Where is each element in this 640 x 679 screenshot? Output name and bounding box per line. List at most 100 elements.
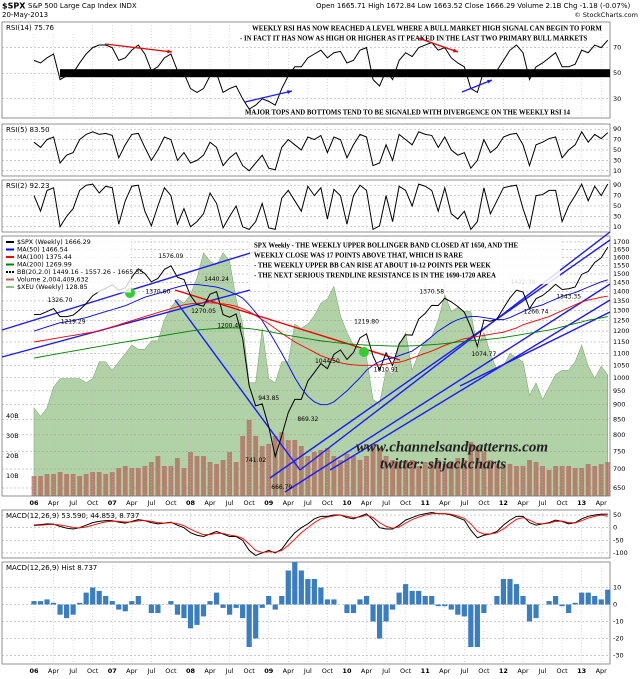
volume-bar [64, 474, 69, 496]
volume-bar [90, 472, 96, 496]
panel-label-bg [3, 23, 79, 33]
watermark: twitter: shjackcharts [380, 456, 506, 472]
volume-bar [416, 466, 422, 496]
x-tick-label: 10 [342, 667, 352, 675]
x-tick-label: Apr [283, 499, 295, 507]
hist-bar [240, 604, 246, 619]
volume-tick-label: 30B [6, 432, 19, 440]
volume-tick-label: 20B [6, 452, 19, 460]
x-tick-label: 10 [342, 499, 352, 507]
price-label: 1200.44 [217, 322, 242, 329]
x-tick-label: Jul [538, 499, 547, 507]
hist-bar [292, 562, 298, 605]
volume-bar [592, 466, 598, 496]
volume-bar [38, 476, 43, 496]
legend-label: MA(100) 1375.44 [17, 254, 72, 261]
signal-dot [359, 347, 369, 357]
x-tick-label: Oct [556, 667, 568, 675]
annotation: SPX Weekly - THE WEEKLY UPPER BOLLINGER … [254, 243, 519, 250]
y-tick-label: 70 [613, 192, 621, 200]
y-tick-label: 30 [613, 95, 621, 103]
y-tick-label: 700 [613, 465, 625, 473]
x-tick-label: Apr [517, 667, 529, 675]
x-tick-label: Apr [48, 667, 60, 675]
volume-bar [474, 446, 480, 496]
volume-bar [96, 472, 102, 496]
y-tick-label: 1600 [613, 253, 630, 261]
y-tick-label: 70 [613, 44, 621, 52]
price-line [33, 130, 609, 172]
y-tick-label: 1200 [613, 327, 630, 335]
hist-bar [585, 592, 591, 605]
volume-bar [338, 460, 343, 496]
x-tick-label: Jul [68, 667, 77, 675]
hist-bar [442, 604, 448, 607]
hist-bar [409, 590, 415, 605]
volume-bar [259, 446, 265, 496]
volume-bar [162, 466, 167, 496]
x-tick-label: Apr [204, 499, 216, 507]
price-label: 1010.91 [374, 366, 399, 373]
hist-bar [350, 604, 357, 613]
hist-bar [155, 604, 161, 613]
x-tick-label: 07 [108, 667, 117, 675]
volume-bar [533, 462, 539, 496]
y-tick-label: 1300 [613, 307, 630, 315]
hist-bar [592, 596, 598, 605]
y-tick-label: -10 [613, 618, 624, 626]
x-tick-label: Jul [459, 499, 468, 507]
volume-bar [540, 466, 545, 496]
volume-tick-label: 40B [6, 412, 19, 420]
volume-bar [527, 460, 532, 496]
volume-bar [351, 456, 356, 496]
x-tick-label: Apr [361, 499, 373, 507]
hist-bar [298, 570, 304, 605]
hist-bar [103, 596, 109, 605]
series-line [33, 513, 608, 553]
legend-label: MA(50) 1466.54 [17, 247, 68, 254]
note-bg [250, 240, 560, 284]
x-tick-label: Oct [322, 499, 334, 507]
x-tick-label: Oct [400, 667, 412, 675]
hist-bar [90, 587, 96, 605]
hist-bar [96, 590, 102, 605]
price-label: 1343.35 [556, 294, 581, 301]
hist-bar [461, 604, 467, 617]
price-label: 1576.09 [159, 253, 184, 260]
panel-title: MACD(12,26,9) Hist 8.737 [6, 564, 97, 572]
hist-bar [64, 604, 70, 619]
hist-bar [455, 604, 461, 615]
volume-bar [494, 464, 500, 496]
hist-bar [213, 592, 220, 605]
price-label: 1326.70 [48, 297, 73, 304]
arrow-head [453, 48, 458, 53]
series-line [33, 316, 608, 359]
hist-bar [383, 604, 389, 622]
price-line [33, 183, 609, 231]
x-tick-label: 07 [108, 499, 117, 507]
y-tick-label: -30 [613, 652, 624, 660]
hist-bar [494, 596, 500, 605]
arrow-head [167, 49, 172, 54]
x-tick-label: Apr [596, 499, 608, 507]
hist-bar [50, 602, 57, 605]
y-tick-label: -50 [613, 536, 624, 544]
panel-title: RSI(5) 83.50 [6, 126, 50, 134]
volume-bar [57, 472, 63, 496]
volume-bar [553, 466, 558, 496]
hist-bar [363, 596, 370, 605]
hist-bar [266, 596, 272, 605]
y-tick-label: 50 [613, 202, 621, 210]
hist-bar [376, 604, 383, 639]
x-tick-label: Apr [48, 499, 60, 507]
volume-bar [155, 456, 161, 496]
x-tick-label: Apr [126, 667, 138, 675]
arrow [461, 79, 493, 93]
hist-bar [233, 604, 239, 608]
y-tick-label: 950 [613, 387, 625, 395]
y-tick-label: 750 [613, 447, 625, 455]
x-tick-label: Oct [556, 499, 568, 507]
y-tick-label: 30 [613, 156, 621, 164]
credit: © StockCharts.com [574, 11, 638, 19]
y-tick-label: 10 [613, 223, 621, 231]
